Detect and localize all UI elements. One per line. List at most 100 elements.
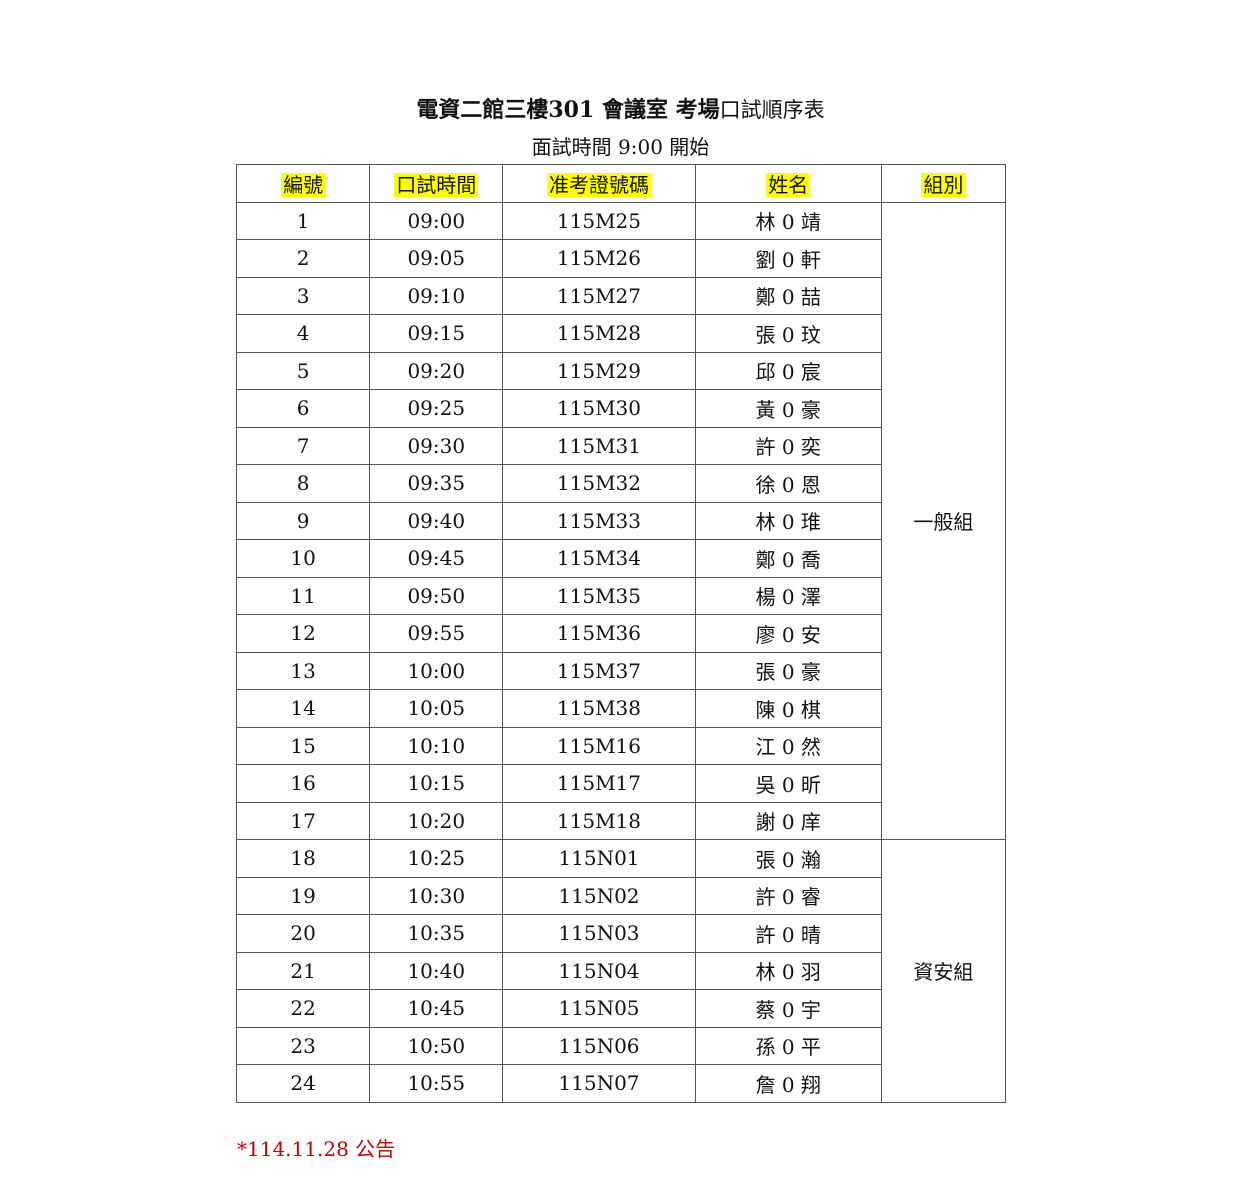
cell-exam-id: 115M16	[502, 726, 696, 765]
cell-name: 孫 0 平	[694, 1026, 882, 1065]
cell-time: 09:00	[369, 201, 504, 240]
cell-exam-id: 115M33	[502, 501, 696, 540]
cell-time: 09:15	[369, 314, 504, 353]
cell-number: 6	[235, 389, 371, 428]
cell-exam-id: 115M38	[502, 689, 696, 728]
cell-exam-id: 115N04	[502, 951, 696, 990]
cell-time: 10:05	[369, 689, 504, 728]
cell-name: 許 0 奕	[694, 426, 882, 465]
table-row: 10 09:45 115M34 鄭 0 喬	[235, 539, 1006, 578]
cell-number: 2	[235, 239, 371, 278]
cell-name: 陳 0 棋	[694, 689, 882, 728]
title-normal: 口試順序表	[719, 98, 825, 122]
cell-time: 09:35	[369, 464, 504, 503]
cell-exam-id: 115N02	[502, 876, 696, 915]
cell-name: 許 0 晴	[694, 914, 882, 953]
header-label: 編號	[281, 172, 326, 197]
table-row: 24 10:55 115N07 詹 0 翔	[235, 1064, 1006, 1103]
cell-time: 09:40	[369, 501, 504, 540]
cell-number: 7	[235, 426, 371, 465]
cell-number: 8	[235, 464, 371, 503]
cell-number: 17	[235, 801, 371, 840]
cell-name: 黃 0 豪	[694, 389, 882, 428]
cell-number: 5	[235, 351, 371, 390]
header-row: 編號 口試時間 准考證號碼 姓名 組別	[235, 164, 1007, 203]
cell-time: 09:25	[369, 389, 504, 428]
cell-exam-id: 115M28	[502, 314, 696, 353]
cell-name: 廖 0 安	[694, 614, 882, 653]
table-row: 2 09:05 115M26 劉 0 軒	[235, 239, 1006, 278]
cell-time: 10:30	[369, 876, 504, 915]
announcement-footnote: *114.11.28 公告	[237, 1137, 396, 1161]
cell-time: 10:25	[369, 839, 504, 878]
cell-name: 蔡 0 宇	[694, 989, 882, 1028]
table-row: 18 10:25 115N01 張 0 瀚資安組	[235, 839, 1007, 1103]
cell-name: 許 0 睿	[694, 876, 882, 915]
cell-time: 10:45	[369, 989, 504, 1028]
table-row: 16 10:15 115M17 吳 0 昕	[235, 764, 1006, 803]
cell-exam-id: 115N06	[502, 1026, 696, 1065]
cell-name: 張 0 瀚	[694, 839, 882, 878]
cell-time: 09:30	[369, 426, 504, 465]
cell-name: 鄭 0 喬	[694, 539, 882, 578]
cell-number: 21	[235, 951, 371, 990]
table-row: 5 09:20 115M29 邱 0 宸	[235, 351, 1006, 390]
cell-exam-id: 115M26	[502, 239, 696, 278]
cell-exam-id: 115M35	[502, 576, 696, 615]
header-label: 准考證號碼	[546, 172, 651, 197]
cell-name: 吳 0 昕	[694, 764, 882, 803]
cell-name: 楊 0 澤	[694, 576, 882, 615]
cell-time: 09:50	[369, 576, 504, 615]
cell-time: 10:35	[369, 914, 504, 953]
header-group: 組別	[880, 164, 1007, 203]
cell-number: 1	[235, 201, 371, 240]
cell-exam-id: 115N05	[502, 989, 696, 1028]
cell-exam-id: 115N07	[502, 1064, 696, 1103]
cell-time: 10:00	[369, 651, 504, 690]
title-bold: 電資二館三樓301 會議室 考場	[416, 97, 720, 123]
cell-name: 林 0 琟	[694, 501, 882, 540]
document-title: 電資二館三樓301 會議室 考場口試順序表	[0, 92, 1241, 124]
cell-group: 資安組	[880, 839, 1007, 1103]
cell-time: 10:55	[369, 1064, 504, 1103]
cell-name: 林 0 靖	[694, 201, 882, 240]
cell-exam-id: 115M34	[502, 539, 696, 578]
cell-exam-id: 115M27	[502, 276, 696, 315]
header-name: 姓名	[694, 164, 882, 203]
table-row: 20 10:35 115N03 許 0 晴	[235, 914, 1006, 953]
cell-number: 10	[235, 539, 371, 578]
cell-time: 10:10	[369, 726, 504, 765]
cell-number: 9	[235, 501, 371, 540]
cell-exam-id: 115M29	[502, 351, 696, 390]
cell-exam-id: 115M32	[502, 464, 696, 503]
header-label: 組別	[921, 172, 966, 197]
table-row: 23 10:50 115N06 孫 0 平	[235, 1026, 1006, 1065]
cell-number: 19	[235, 876, 371, 915]
cell-time: 09:10	[369, 276, 504, 315]
table-row: 1 09:00 115M25 林 0 靖一般組	[235, 201, 1007, 840]
table-row: 14 10:05 115M38 陳 0 棋	[235, 689, 1006, 728]
cell-name: 張 0 玟	[694, 314, 882, 353]
cell-number: 23	[235, 1026, 371, 1065]
cell-number: 20	[235, 914, 371, 953]
cell-group: 一般組	[880, 201, 1007, 840]
cell-number: 3	[235, 276, 371, 315]
cell-name: 江 0 然	[694, 726, 882, 765]
cell-exam-id: 115M25	[502, 201, 696, 240]
cell-time: 10:20	[369, 801, 504, 840]
cell-number: 24	[235, 1064, 371, 1103]
cell-name: 徐 0 恩	[694, 464, 882, 503]
cell-exam-id: 115M31	[502, 426, 696, 465]
start-time-subtitle: 面試時間 9:00 開始	[531, 135, 710, 159]
cell-time: 10:15	[369, 764, 504, 803]
cell-time: 10:50	[369, 1026, 504, 1065]
table-row: 22 10:45 115N05 蔡 0 宇	[235, 989, 1006, 1028]
cell-number: 13	[235, 651, 371, 690]
table-row: 11 09:50 115M35 楊 0 澤	[235, 576, 1006, 615]
table-row: 15 10:10 115M16 江 0 然	[235, 726, 1006, 765]
header-time: 口試時間	[369, 164, 504, 203]
cell-number: 14	[235, 689, 371, 728]
cell-number: 15	[235, 726, 371, 765]
cell-name: 邱 0 宸	[694, 351, 882, 390]
header-label: 口試時間	[394, 172, 479, 197]
